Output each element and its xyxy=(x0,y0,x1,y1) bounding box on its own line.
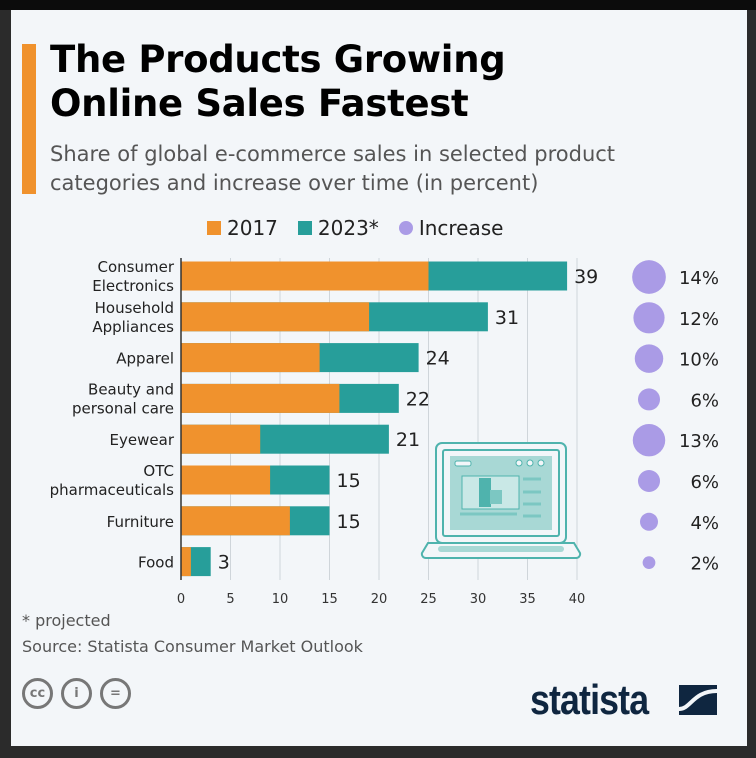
category-label: pharmaceuticals xyxy=(50,481,175,499)
title-accent-bar xyxy=(22,44,36,194)
legend-label: Increase xyxy=(418,216,504,240)
data-label: 39 xyxy=(574,266,598,288)
window-top-bar xyxy=(0,0,756,10)
data-label: 21 xyxy=(396,429,420,451)
increase-label: 2% xyxy=(690,554,719,575)
increase-bubble xyxy=(632,260,666,294)
category-label: Apparel xyxy=(116,350,174,368)
subtitle-line-2: categories and increase over time (in pe… xyxy=(50,171,539,195)
title-line-1: The Products Growing xyxy=(50,38,506,81)
title-line-2: Online Sales Fastest xyxy=(50,82,469,125)
bar-2017 xyxy=(181,547,191,577)
legend: 2017 2023* Increase xyxy=(207,216,503,240)
category-label: Household xyxy=(95,299,174,317)
bar-2017 xyxy=(181,383,340,413)
increase-label: 13% xyxy=(679,431,719,452)
category-label: Furniture xyxy=(107,513,174,531)
bar-2017 xyxy=(181,506,290,536)
legend-label: 2017 xyxy=(227,216,278,240)
category-label: Food xyxy=(138,554,174,572)
bar-2017 xyxy=(181,302,370,332)
data-label: 15 xyxy=(337,470,361,492)
data-label: 31 xyxy=(495,307,519,329)
legend-swatch xyxy=(297,221,312,235)
increase-bubble xyxy=(642,556,656,569)
bar-2017 xyxy=(181,424,261,454)
increase-label: 6% xyxy=(690,472,719,493)
category-label: Appliances xyxy=(92,318,174,336)
bar-2017 xyxy=(181,261,429,291)
data-label: 24 xyxy=(426,348,450,370)
category-label: Consumer xyxy=(98,258,175,276)
legend-item-2017: 2017 xyxy=(207,216,278,240)
data-label: 3 xyxy=(218,552,230,574)
chart-subtitle: Share of global e-commerce sales in sele… xyxy=(50,140,615,198)
increase-bubble xyxy=(632,423,666,457)
x-tick-label: 35 xyxy=(519,592,536,607)
license-icons: cc i = xyxy=(22,678,131,709)
laptop-illustration-icon xyxy=(420,442,582,559)
category-label: Electronics xyxy=(92,277,174,295)
x-tick-label: 25 xyxy=(420,592,437,607)
increase-label: 12% xyxy=(679,309,719,330)
bar-2017 xyxy=(181,465,271,495)
increase-bubble xyxy=(640,512,658,531)
bar-2017 xyxy=(181,343,320,373)
no-derivatives-icon: = xyxy=(100,678,131,709)
legend-item-increase: Increase xyxy=(398,216,504,240)
legend-label: 2023* xyxy=(317,216,379,240)
increase-bubble xyxy=(637,388,661,411)
subtitle-line-1: Share of global e-commerce sales in sele… xyxy=(50,142,616,166)
data-label: 15 xyxy=(337,511,361,533)
x-tick-label: 30 xyxy=(470,592,487,607)
legend-swatch xyxy=(207,221,221,235)
attribution-icon: i xyxy=(61,678,92,709)
category-label: OTC xyxy=(143,462,174,480)
category-label: Beauty and xyxy=(88,380,174,398)
increase-label: 6% xyxy=(690,390,719,411)
notes: * projected Source: Statista Consumer Ma… xyxy=(22,608,363,660)
category-label: Eyewear xyxy=(110,431,175,449)
increase-bubble xyxy=(634,344,664,373)
category-label: personal care xyxy=(72,399,174,417)
increase-bubble xyxy=(637,469,661,493)
chart-title: The Products Growing Online Sales Fastes… xyxy=(50,38,506,126)
increase-label: 14% xyxy=(679,268,719,289)
cc-icon: cc xyxy=(22,678,53,709)
increase-label: 4% xyxy=(690,513,719,534)
x-tick-label: 15 xyxy=(321,592,338,607)
legend-item-2023: 2023* xyxy=(297,216,379,240)
data-label: 22 xyxy=(406,388,430,410)
source-line: Source: Statista Consumer Market Outlook xyxy=(22,637,363,656)
statista-logo: statista xyxy=(530,676,718,724)
x-tick-label: 5 xyxy=(226,592,234,607)
x-tick-label: 40 xyxy=(569,592,586,607)
legend-swatch xyxy=(398,221,413,235)
increase-label: 10% xyxy=(679,350,719,371)
x-tick-label: 20 xyxy=(371,592,388,607)
statista-logo-icon xyxy=(679,685,718,715)
brand-wordmark: statista xyxy=(530,676,649,723)
increase-bubble xyxy=(633,302,665,334)
x-tick-label: 0 xyxy=(177,592,185,607)
footnote: * projected xyxy=(22,611,111,630)
x-tick-label: 10 xyxy=(272,592,289,607)
